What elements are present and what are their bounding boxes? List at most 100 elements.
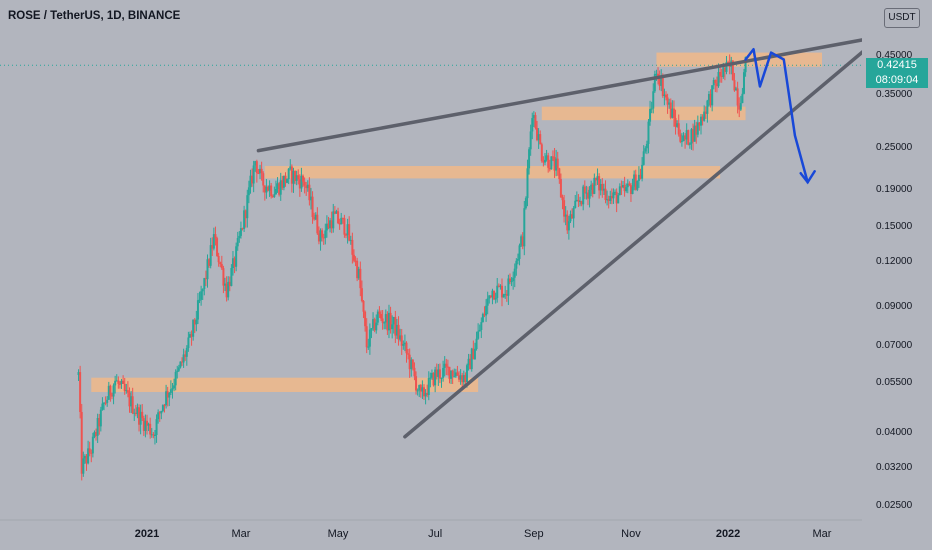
- candle: [200, 285, 203, 306]
- candle: [165, 384, 168, 409]
- candle: [125, 383, 128, 394]
- candle: [467, 353, 470, 371]
- candle: [555, 149, 558, 177]
- candle: [216, 236, 219, 257]
- candle: [88, 441, 91, 457]
- candle: [602, 183, 605, 195]
- candle: [243, 205, 246, 232]
- candle: [543, 153, 546, 166]
- candle: [415, 371, 418, 395]
- candle: [104, 396, 107, 406]
- candle: [295, 170, 298, 186]
- candle: [478, 324, 481, 332]
- candle: [719, 67, 722, 83]
- candle: [219, 261, 222, 268]
- candle: [106, 396, 109, 407]
- candle: [614, 189, 617, 196]
- price-axis-strip: [862, 0, 932, 550]
- candle: [623, 176, 626, 197]
- support-zone-4: [656, 52, 822, 67]
- candle: [109, 384, 112, 402]
- candle: [356, 257, 359, 282]
- candle: [179, 361, 182, 369]
- candle: [352, 249, 355, 263]
- candle: [325, 215, 328, 238]
- candle: [462, 370, 465, 386]
- candle: [188, 331, 191, 338]
- candle: [528, 147, 531, 175]
- candle: [370, 328, 373, 339]
- candle: [658, 70, 661, 91]
- candle: [653, 70, 656, 93]
- candle: [372, 312, 375, 332]
- candle: [688, 142, 691, 149]
- candle: [644, 146, 647, 154]
- candle: [685, 123, 688, 145]
- currency-badge[interactable]: USDT: [884, 8, 920, 28]
- candle: [118, 381, 121, 389]
- candle: [341, 217, 344, 224]
- candle: [709, 89, 712, 108]
- candle: [273, 186, 276, 198]
- candle: [696, 115, 699, 138]
- candle: [90, 449, 93, 463]
- candle: [327, 216, 330, 230]
- candle: [615, 188, 618, 213]
- candle: [317, 226, 320, 245]
- candle: [77, 369, 80, 382]
- candle: [671, 100, 674, 119]
- candle: [650, 101, 653, 114]
- candle: [227, 276, 230, 301]
- candle: [566, 210, 569, 234]
- candle: [190, 330, 193, 346]
- candle: [251, 168, 254, 187]
- candle: [238, 231, 241, 243]
- candle: [241, 227, 244, 231]
- candle: [609, 190, 612, 205]
- candle: [114, 375, 117, 394]
- candle: [230, 264, 233, 287]
- candle: [335, 209, 338, 214]
- candle: [193, 318, 196, 334]
- candle: [187, 331, 190, 352]
- candle: [618, 183, 621, 196]
- candle: [101, 397, 104, 411]
- candle: [707, 91, 710, 107]
- candle: [263, 185, 266, 201]
- candle: [679, 129, 682, 144]
- candle: [203, 277, 206, 296]
- time-tick-label: 2022: [715, 528, 741, 540]
- candle: [601, 178, 604, 198]
- candle: [499, 284, 502, 290]
- candle: [384, 309, 387, 330]
- candle: [79, 365, 82, 419]
- candle: [337, 207, 340, 225]
- candle: [168, 392, 171, 407]
- candle: [622, 181, 625, 189]
- candle: [580, 200, 583, 207]
- candle: [715, 76, 718, 93]
- candle: [155, 414, 158, 443]
- candle: [330, 211, 333, 234]
- candle: [469, 354, 472, 370]
- candle: [507, 274, 510, 305]
- candle: [620, 180, 623, 196]
- candle: [612, 188, 615, 204]
- candle: [122, 375, 125, 385]
- candle: [456, 365, 459, 376]
- candle: [666, 93, 669, 114]
- candle: [408, 348, 411, 378]
- candle: [674, 109, 677, 135]
- candle: [625, 183, 628, 193]
- candle: [438, 363, 441, 384]
- candle: [531, 112, 534, 140]
- candle: [459, 369, 462, 385]
- candle: [160, 410, 163, 420]
- candle: [575, 191, 578, 202]
- candle: [399, 328, 402, 342]
- candle: [380, 310, 383, 322]
- candle: [634, 169, 637, 191]
- candle: [577, 194, 580, 208]
